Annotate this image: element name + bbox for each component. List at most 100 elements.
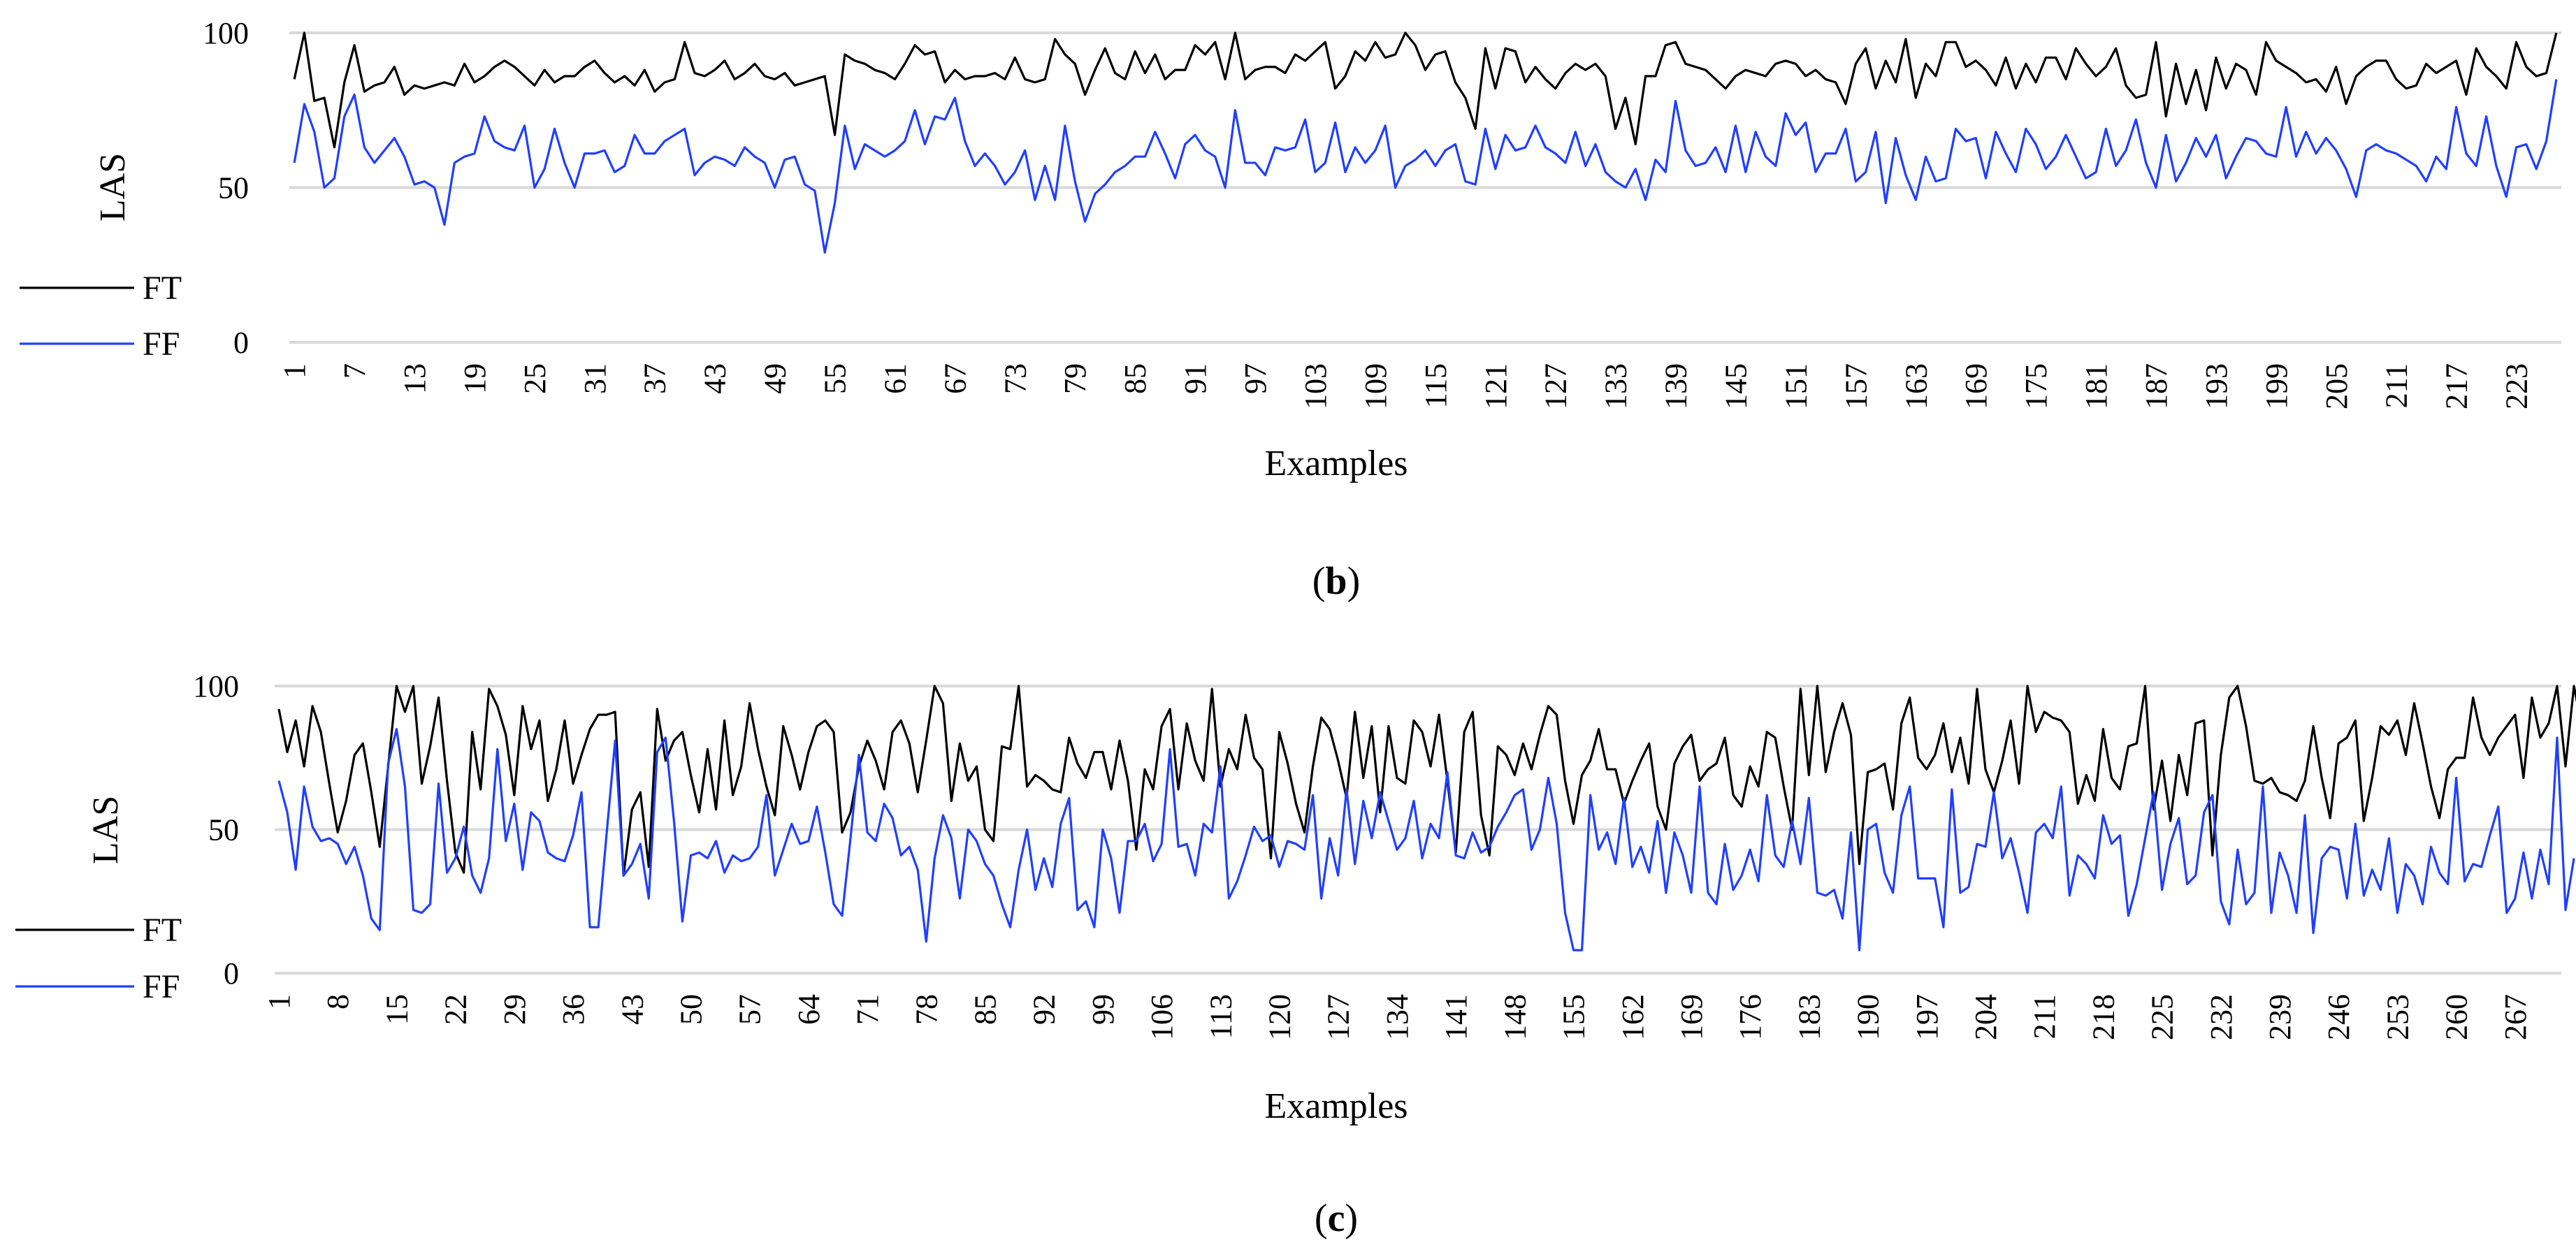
x-axis-title: Examples — [1264, 444, 1408, 483]
x-tick-label: 187 — [2139, 363, 2173, 409]
x-tick-label: 181 — [2079, 363, 2113, 409]
x-tick-label: 49 — [758, 363, 793, 394]
x-tick-label: 19 — [458, 363, 492, 394]
x-tick-label: 25 — [518, 363, 552, 394]
y-tick-label: 50 — [208, 813, 239, 847]
x-tick-label: 36 — [556, 994, 591, 1025]
x-tick-label: 120 — [1263, 994, 1297, 1040]
x-tick-label: 145 — [1718, 363, 1753, 409]
x-tick-label: 115 — [1419, 363, 1453, 408]
chart-panel-c: 0 50 100 1 8 15 22 29 36 43 50 57 64 71 78 85 92 99 106 113… — [15, 669, 2576, 1240]
x-tick-label: 139 — [1659, 363, 1693, 409]
x-tick-label: 155 — [1557, 994, 1591, 1040]
x-tick-label: 127 — [1539, 363, 1573, 409]
x-tick-label: 260 — [2440, 994, 2474, 1040]
x-tick-label: 183 — [1792, 994, 1826, 1040]
x-tick-label: 151 — [1779, 363, 1813, 409]
x-tick-label: 193 — [2199, 363, 2234, 409]
x-tick-label: 31 — [578, 363, 612, 394]
x-tick-label: 157 — [1839, 363, 1873, 409]
x-tick-label: 162 — [1616, 994, 1650, 1040]
x-tick-label: 57 — [733, 994, 767, 1025]
x-tick-label: 61 — [878, 363, 912, 394]
x-tick-label: 1 — [262, 994, 296, 1009]
x-tick-label: 211 — [2027, 994, 2062, 1039]
x-tick-label: 232 — [2204, 994, 2238, 1040]
x-tick-label: 15 — [379, 994, 414, 1025]
x-tick-label: 109 — [1359, 363, 1393, 409]
caption-letter: c — [1328, 1197, 1345, 1240]
x-tick-label: 99 — [1086, 994, 1120, 1025]
caption-open-paren: ( — [1312, 560, 1326, 603]
x-tick-label: 29 — [498, 994, 532, 1025]
x-tick-label: 127 — [1322, 994, 1356, 1040]
legend-label-ff: FF — [143, 968, 180, 1005]
x-tick-label: 175 — [2019, 363, 2053, 409]
series-line-ft — [293, 31, 2558, 149]
x-tick-label: 85 — [968, 994, 1002, 1025]
x-tick-label: 223 — [2500, 363, 2534, 409]
x-tick-label: 7 — [338, 363, 372, 379]
x-tick-label: 121 — [1479, 363, 1513, 409]
chart-panel-b: 0 50 100 1 7 13 19 25 31 37 43 49 55 61 67 73 79 85 91 97 10… — [20, 16, 2561, 603]
y-tick-label: 0 — [233, 326, 249, 360]
x-tick-label: 22 — [439, 994, 473, 1025]
series-line-ff — [277, 728, 2575, 951]
legend-label-ff: FF — [143, 326, 180, 363]
x-tick-label: 199 — [2259, 363, 2294, 409]
x-tick-label: 103 — [1298, 363, 1333, 409]
x-tick-label: 73 — [998, 363, 1032, 394]
x-tick-label: 169 — [1959, 363, 1993, 409]
panel-caption: (c) — [1315, 1197, 1358, 1240]
x-tick-label: 133 — [1599, 363, 1633, 409]
y-axis-title: LAS — [86, 796, 126, 864]
caption-close-paren: ) — [1345, 1197, 1358, 1240]
y-tick-label: 100 — [203, 16, 249, 50]
y-tick-label: 0 — [224, 956, 239, 991]
x-tick-label: 43 — [615, 994, 649, 1025]
x-tick-label: 141 — [1439, 994, 1473, 1040]
x-tick-label: 71 — [851, 994, 885, 1025]
x-tick-label: 97 — [1238, 363, 1273, 394]
x-tick-label: 190 — [1851, 994, 1886, 1040]
x-tick-label: 239 — [2263, 994, 2297, 1040]
x-tick-label: 211 — [2380, 363, 2414, 408]
panel-caption: (b) — [1312, 560, 1360, 603]
x-tick-label: 67 — [938, 363, 972, 394]
x-tick-label: 267 — [2498, 994, 2533, 1040]
x-tick-label: 197 — [1910, 994, 1944, 1040]
caption-close-paren: ) — [1347, 560, 1361, 603]
series-line-ff — [293, 79, 2558, 254]
y-tick-label: 50 — [218, 171, 249, 205]
x-tick-label: 218 — [2086, 994, 2120, 1040]
x-tick-label: 225 — [2146, 994, 2180, 1040]
x-tick-label: 64 — [792, 994, 826, 1025]
x-tick-label: 169 — [1674, 994, 1709, 1040]
legend-label-ft: FT — [143, 270, 182, 307]
x-tick-label: 205 — [2320, 363, 2354, 409]
x-tick-label: 85 — [1118, 363, 1152, 394]
caption-letter: b — [1325, 560, 1347, 603]
x-tick-label: 217 — [2440, 363, 2474, 409]
x-tick-label: 43 — [698, 363, 732, 394]
x-tick-label: 106 — [1145, 994, 1179, 1040]
y-tick-label: 100 — [193, 669, 239, 703]
x-tick-label: 50 — [674, 994, 708, 1025]
caption-open-paren: ( — [1315, 1197, 1328, 1240]
x-tick-label: 79 — [1058, 363, 1092, 394]
x-tick-label: 55 — [818, 363, 853, 394]
x-tick-label: 91 — [1178, 363, 1213, 394]
x-tick-label: 78 — [909, 994, 943, 1025]
x-tick-label: 176 — [1733, 994, 1767, 1040]
x-tick-label: 134 — [1380, 994, 1414, 1040]
x-tick-label: 8 — [321, 994, 355, 1009]
x-tick-label: 253 — [2380, 994, 2415, 1040]
x-tick-label: 13 — [398, 363, 432, 394]
x-tick-label: 246 — [2322, 994, 2356, 1040]
x-tick-label: 113 — [1203, 994, 1238, 1039]
legend-label-ft: FT — [143, 912, 182, 949]
series-line-ft — [277, 685, 2576, 877]
x-tick-label: 1 — [277, 363, 312, 379]
x-tick-label: 148 — [1498, 994, 1532, 1040]
